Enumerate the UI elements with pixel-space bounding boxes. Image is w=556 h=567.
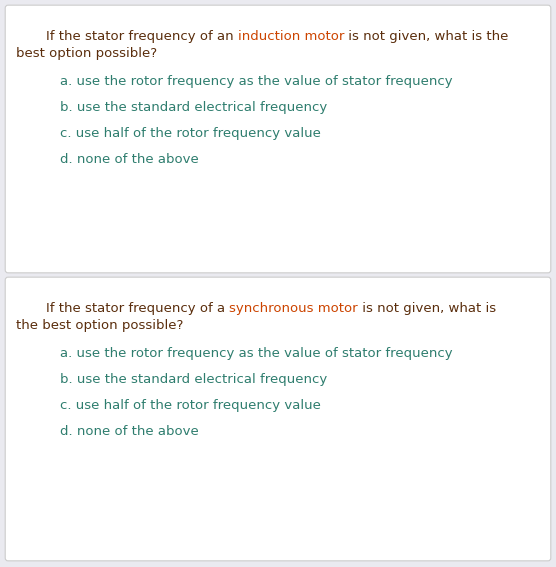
Text: a. use the rotor frequency as the value of stator frequency: a. use the rotor frequency as the value …: [60, 75, 453, 88]
Text: is not given, what is the: is not given, what is the: [344, 30, 509, 43]
Text: If the stator frequency of a: If the stator frequency of a: [46, 302, 230, 315]
Text: is not given, what is: is not given, what is: [358, 302, 496, 315]
Text: b. use the standard electrical frequency: b. use the standard electrical frequency: [60, 373, 327, 386]
Text: d. none of the above: d. none of the above: [60, 425, 198, 438]
Text: the best option possible?: the best option possible?: [16, 319, 183, 332]
Text: c. use half of the rotor frequency value: c. use half of the rotor frequency value: [60, 127, 321, 140]
Text: d. none of the above: d. none of the above: [60, 153, 198, 166]
Text: a. use the rotor frequency as the value of stator frequency: a. use the rotor frequency as the value …: [60, 347, 453, 360]
Text: induction motor: induction motor: [238, 30, 344, 43]
Text: b. use the standard electrical frequency: b. use the standard electrical frequency: [60, 101, 327, 114]
Text: best option possible?: best option possible?: [16, 47, 157, 60]
Text: If the stator frequency of an: If the stator frequency of an: [46, 30, 238, 43]
Text: c. use half of the rotor frequency value: c. use half of the rotor frequency value: [60, 399, 321, 412]
FancyBboxPatch shape: [5, 5, 551, 273]
FancyBboxPatch shape: [5, 277, 551, 561]
Text: synchronous motor: synchronous motor: [230, 302, 358, 315]
